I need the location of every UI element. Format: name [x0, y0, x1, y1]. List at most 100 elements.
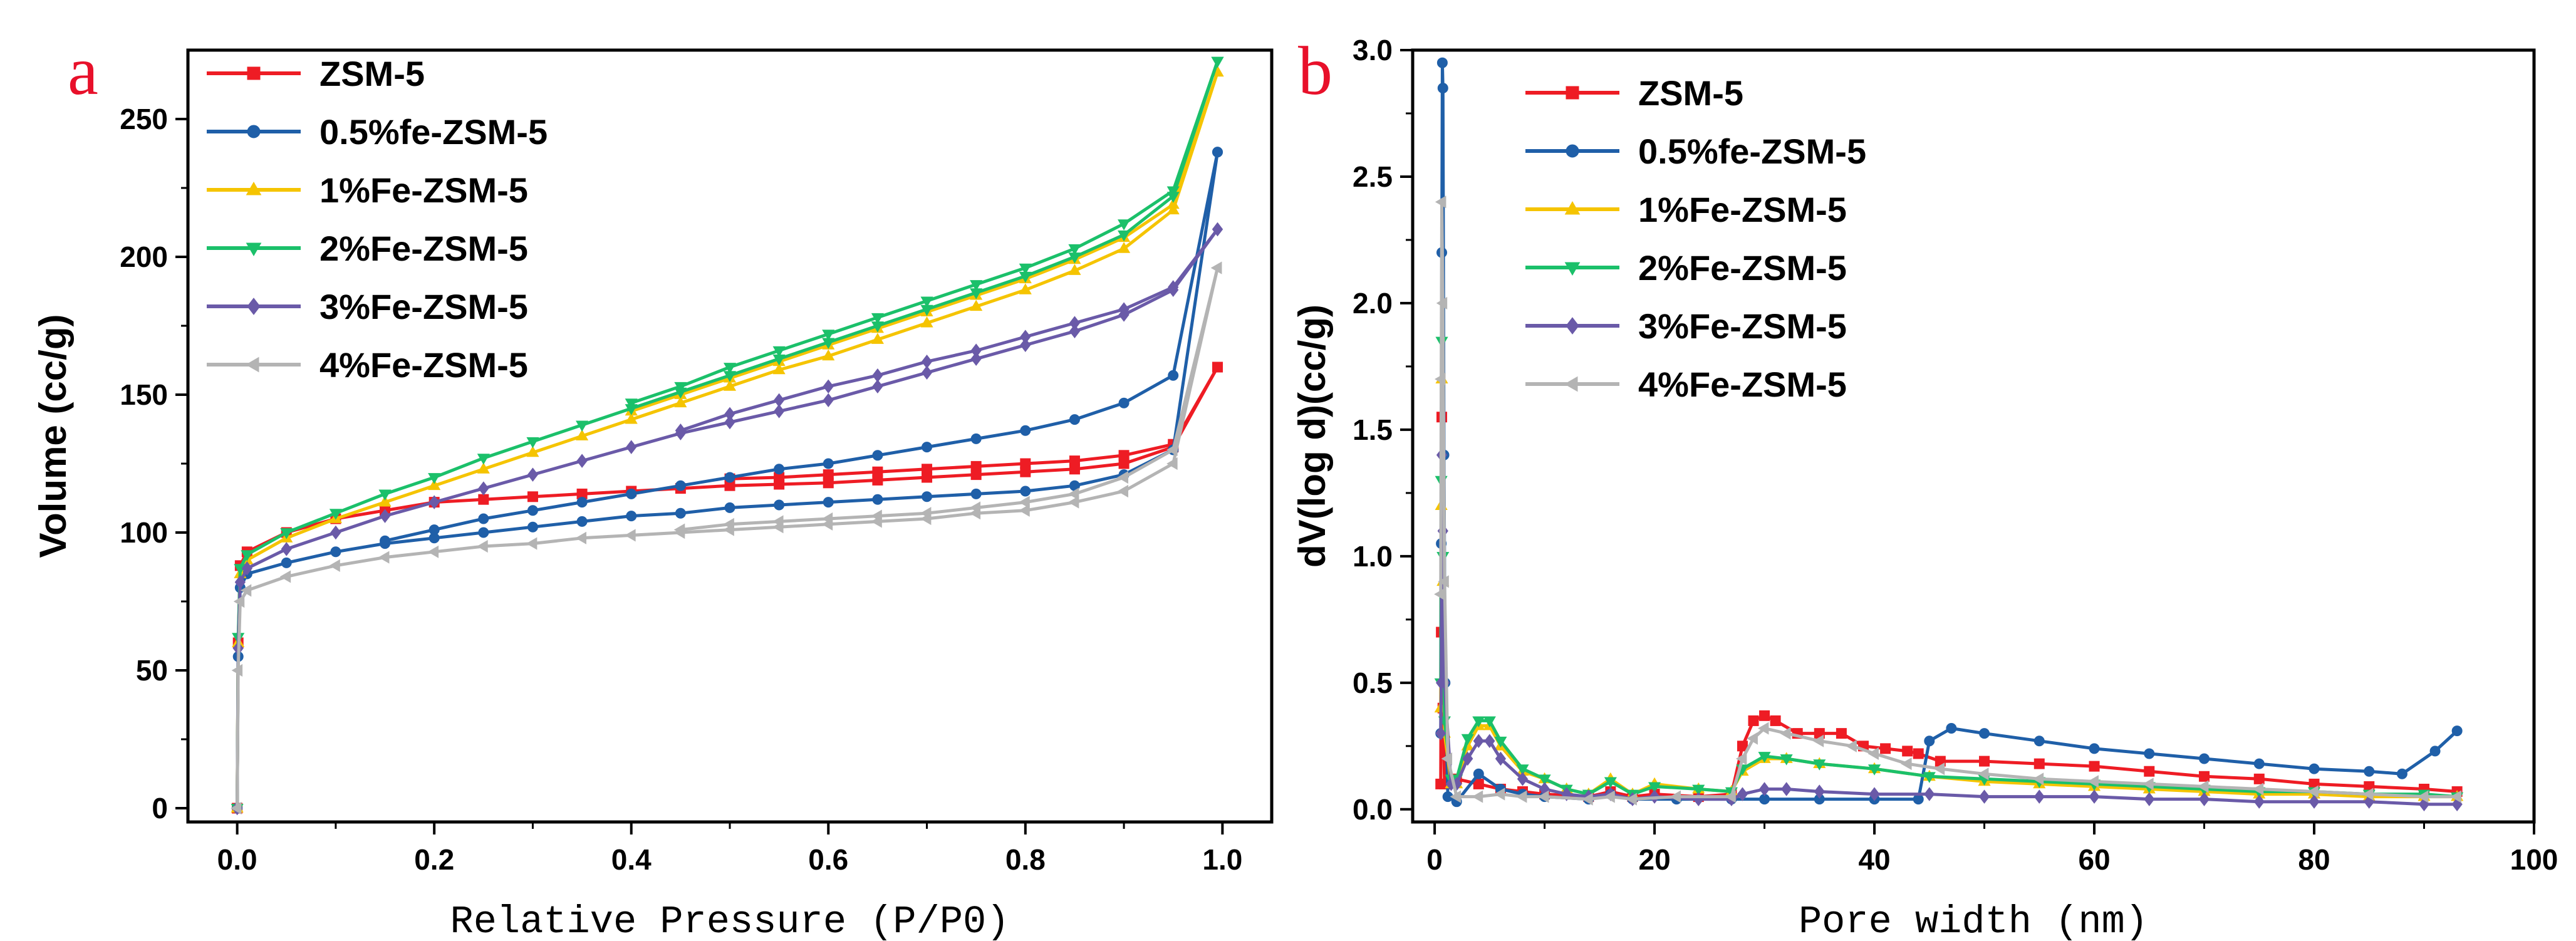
panel-b-0-5-fe-zsm-5-point — [2033, 736, 2045, 747]
panel-a-zsm-5-point — [970, 460, 982, 472]
panel-b-legend-label: ZSM-5 — [1638, 73, 1743, 113]
panel-a-4-fe-zsm-5-point — [723, 517, 734, 531]
panel-a-3-fe-zsm-5-point — [774, 404, 785, 419]
panel-b-frame — [1411, 48, 2536, 824]
panel-a-xlabel: Relative Pressure (P/P0) — [450, 900, 1010, 941]
panel-a-xtick-label: 0.2 — [414, 843, 454, 876]
panel-b-4-fe-zsm-5-point — [2417, 790, 2429, 803]
panel-b-3-fe-zsm-5-point — [1517, 772, 1529, 786]
panel-a-0-5-fe-zsm-5-point — [1118, 397, 1130, 408]
panel-b-2-fe-zsm-5-point — [1648, 782, 1661, 794]
panel-b-zsm-5-point — [1748, 715, 1759, 726]
panel-a-ytick-label: 50 — [136, 654, 168, 687]
panel-a-3-fe-zsm-5-point — [970, 343, 982, 358]
panel-a-ytick-label: 0 — [152, 792, 168, 824]
panel-b-0-5-fe-zsm-5-point — [2451, 725, 2463, 737]
panel-a-4-fe-zsm-5-desorption-line — [680, 268, 1219, 532]
panel-a-xtick-label: 0.0 — [217, 843, 257, 876]
panel-a-legend-marker — [247, 298, 261, 315]
panel-b-zsm-5-point — [2253, 773, 2265, 784]
panel-a-series-0-5-fe-zsm-5 — [232, 147, 1223, 814]
panel-a-3-fe-zsm-5-point — [428, 495, 440, 509]
panel-b-series-layer — [1434, 57, 2464, 811]
panel-a-3-fe-zsm-5-point — [1020, 338, 1031, 353]
panel-a-3-fe-zsm-5-desorption-line — [680, 228, 1219, 432]
panel-b-xtick-label: 60 — [2078, 843, 2110, 876]
panel-b-2-fe-zsm-5-point — [1867, 764, 1881, 776]
panel-a-0-5-fe-zsm-5-point — [478, 513, 489, 524]
panel-b-2-fe-zsm-5-point — [1483, 716, 1496, 728]
panel-b-0-5-fe-zsm-5-point — [2089, 743, 2100, 754]
panel-b-4-fe-zsm-5-point — [2032, 772, 2044, 786]
panel-a-2-fe-zsm-5-point — [920, 296, 933, 308]
panel-a-2-fe-zsm-5-point — [1118, 219, 1131, 231]
panel-a-2-fe-zsm-5-point — [772, 346, 786, 358]
panel-b-4-fe-zsm-5-point — [1626, 793, 1637, 806]
panel-a-2-fe-zsm-5-point — [477, 454, 490, 465]
panel-a-xtick-label: 0.4 — [611, 843, 652, 876]
panel-a-3-fe-zsm-5-point — [921, 354, 933, 369]
panel-a-0-5-fe-zsm-5-point — [330, 546, 341, 558]
panel-a-series-4-fe-zsm-5 — [231, 261, 1222, 815]
panel-a-series-2-fe-zsm-5 — [231, 56, 1224, 815]
panel-b-4-fe-zsm-5-point — [1747, 732, 1758, 745]
panel-a-0-5-fe-zsm-5-point — [1020, 486, 1031, 497]
panel-a-xtick-label: 0.8 — [1005, 843, 1046, 876]
panel-a-1-fe-zsm-5-point — [1019, 283, 1032, 294]
panel-a-4-fe-zsm-5-point — [240, 584, 252, 597]
panel-b-zsm-5-point — [2144, 766, 2155, 777]
panel-b-0-5-fe-zsm-5-point — [2144, 748, 2155, 759]
panel-a-4-fe-zsm-5-point — [969, 501, 981, 514]
panel-b-ytick-label: 2.5 — [1353, 160, 1393, 193]
panel-a-1-fe-zsm-5-point — [1118, 242, 1131, 253]
panel-a-1-fe-zsm-5-point — [1068, 264, 1081, 275]
panel-a-1-fe-zsm-5-point — [477, 462, 490, 474]
panel-b-zsm-5-point — [1836, 728, 1847, 739]
panel-b-3-fe-zsm-5-point — [1462, 751, 1473, 766]
panel-b-3-fe-zsm-5-point — [1869, 787, 1880, 801]
panel-a-2-fe-zsm-5-point — [871, 313, 884, 325]
panel-a-2-fe-zsm-5-point — [576, 420, 589, 432]
panel-b-0-5-fe-zsm-5-point — [1436, 57, 1448, 68]
panel-b-ytick-label: 1.5 — [1353, 413, 1393, 446]
panel-a-4-fe-zsm-5-point — [477, 539, 488, 553]
panel-b-4-fe-zsm-5-point — [1582, 793, 1593, 806]
panel-b-4-fe-zsm-5-point — [1933, 762, 1945, 776]
panel-b-legend-label: 2%Fe-ZSM-5 — [1638, 248, 1847, 288]
panel-a-1-fe-zsm-5-point — [723, 380, 737, 391]
panel-a-4-fe-zsm-5-point — [1210, 261, 1222, 274]
panel-a-0-5-fe-zsm-5-point — [823, 497, 834, 508]
panel-b-4-fe-zsm-5-point — [1867, 747, 1879, 761]
panel-a-3-fe-zsm-5-point — [1020, 330, 1031, 344]
panel-b-ytick-label: 0.5 — [1353, 667, 1393, 699]
panel-b-4-fe-zsm-5-point — [1812, 734, 1824, 747]
panel-a-0-5-fe-zsm-5-point — [922, 491, 933, 502]
panel-a-0-5-fe-zsm-5-adsorption-line — [236, 152, 1219, 809]
panel-a-ytick-label: 150 — [120, 378, 168, 411]
panel-b-legend-label: 1%Fe-ZSM-5 — [1638, 190, 1847, 229]
panel-a-2-fe-zsm-5-point — [526, 437, 539, 449]
panel-b-4-fe-zsm-5-point — [1435, 373, 1446, 386]
panel-b-4-fe-zsm-5-point — [1450, 790, 1462, 803]
panel-a-0-5-fe-zsm-5-point — [626, 488, 637, 499]
panel-a-1-fe-zsm-5-point — [674, 396, 687, 408]
panel-b-legend-label: 0.5%fe-ZSM-5 — [1638, 132, 1866, 171]
panel-a-4-fe-zsm-5-point — [1019, 496, 1030, 509]
panel-a-3-fe-zsm-5-point — [379, 509, 391, 523]
panel-a-1-fe-zsm-5-adsorption-line — [236, 71, 1219, 809]
panel-a-4-fe-zsm-5-point — [1019, 504, 1030, 517]
panel-b-1-fe-zsm-5-line — [1439, 377, 2458, 799]
panel-a-4-fe-zsm-5-point — [1166, 443, 1178, 457]
panel-a-3-fe-zsm-5-point — [478, 481, 489, 496]
panel-b-zsm-5-point — [1913, 748, 1924, 759]
panel-a-3-fe-zsm-5-point — [921, 365, 933, 380]
panel-a-3-fe-zsm-5-point — [1069, 324, 1081, 339]
panel-b-4-fe-zsm-5-point — [2252, 782, 2264, 796]
panel-b-series-0-5-fe-zsm-5 — [1435, 57, 2463, 808]
panel-a-ytick-label: 100 — [120, 516, 168, 549]
panel-a-ytick-label: 250 — [120, 103, 168, 135]
panel-b-3-fe-zsm-5-point — [1473, 734, 1484, 748]
panel-b-3-fe-zsm-5-point — [2144, 792, 2155, 806]
panel-b-4-fe-zsm-5-line — [1439, 200, 2458, 801]
panel-b-4-fe-zsm-5-point — [1472, 790, 1483, 803]
